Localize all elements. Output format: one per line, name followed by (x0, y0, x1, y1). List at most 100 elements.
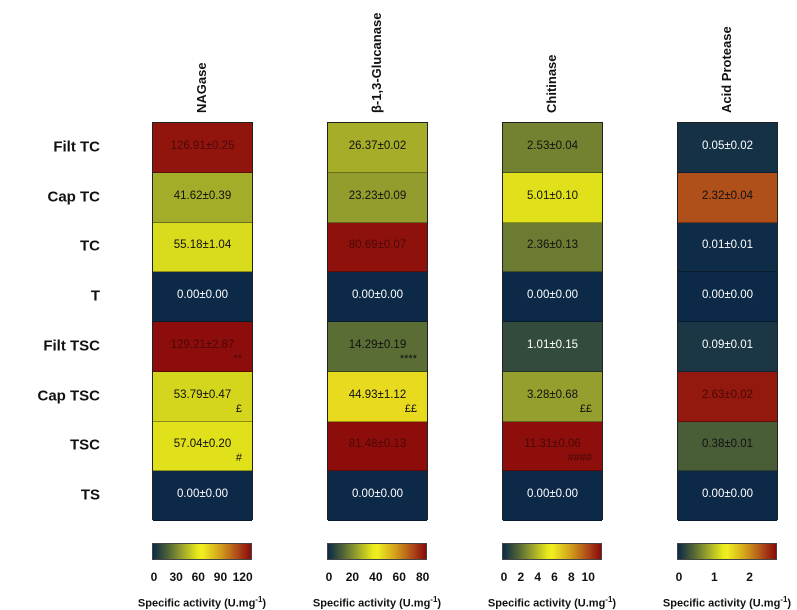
cell-value: 0.00±0.00 (351, 289, 404, 302)
colorbar-title-end: ) (787, 597, 792, 610)
cell-value: 2.53±0.04 (526, 139, 579, 152)
cell-value: 0.00±0.00 (526, 289, 579, 302)
heatmap-cell: 0.00±0.00 (153, 272, 252, 322)
column-header: β-1,3-Glucanase (369, 12, 384, 113)
colorbar-tick-label: 8 (568, 570, 575, 584)
heatmap-cell: 0.00±0.00 (503, 272, 602, 322)
heatmap-cell: 55.18±1.04 (153, 222, 252, 273)
heatmap-cell: 0.09±0.01 (678, 322, 777, 372)
colorbar (502, 543, 602, 560)
cell-value: 0.00±0.00 (176, 289, 229, 302)
row-label: Filt TSC (43, 337, 100, 355)
heatmap-cell: 0.00±0.00 (503, 471, 602, 521)
colorbar-tick-label: 80 (415, 570, 430, 584)
significance-mark: £ (235, 402, 242, 415)
heatmap-cell: 0.00±0.00 (328, 272, 427, 322)
cell-value: 0.00±0.00 (351, 488, 404, 501)
significance-mark: ££ (404, 402, 417, 415)
cell-value: 0.00±0.00 (701, 289, 754, 302)
heatmap-cell: 14.29±0.19 **** (328, 322, 427, 372)
heatmap-cell: 53.79±0.47 £ (153, 371, 252, 422)
colorbar-title-superscript: -1 (255, 595, 263, 604)
colorbar-tick-label: 0 (150, 570, 158, 584)
row-label: TS (80, 486, 100, 504)
colorbar-title: Specific activity (U.mg-1) (138, 595, 266, 610)
colorbar-tick-label: 30 (169, 570, 183, 584)
column-header: Chitinase (544, 54, 559, 113)
colorbar-tick-label: 60 (191, 570, 205, 584)
heatmap-cell: 0.05±0.02 (678, 123, 777, 173)
significance-mark: # (235, 452, 242, 465)
heatmap-cell: 26.37±0.02 (328, 123, 427, 173)
cell-value: 126.91±0.25 (170, 139, 235, 152)
cell-value: 0.38±0.01 (701, 438, 754, 451)
row-label: TC (80, 237, 100, 255)
cell-value: 0.00±0.00 (526, 488, 579, 501)
heatmap-cell: 11.31±0.06 #### (503, 421, 602, 472)
heatmap-panel--1-3-glucanase: 26.37±0.02 23.23±0.09 80.69±0.07 0.00±0.00 1… (327, 122, 428, 521)
heatmap-cell: 81.48±0.13 (328, 421, 427, 472)
significance-mark: ££ (579, 402, 592, 415)
heatmap-cell: 0.01±0.01 (678, 222, 777, 273)
colorbar-tick-label: 20 (345, 570, 360, 584)
colorbar-title-text: Specific activity (U.mg (312, 597, 431, 610)
colorbar-title: Specific activity (U.mg-1) (488, 595, 616, 610)
cell-value: 0.09±0.01 (701, 338, 754, 351)
heatmap-cell: 2.36±0.13 (503, 222, 602, 273)
cell-value: 23.23±0.09 (348, 189, 407, 202)
cell-value: 57.04±0.20 (173, 438, 232, 451)
heatmap-panel-nagase: 126.91±0.25 41.62±0.39 55.18±1.04 0.00±0.00… (152, 122, 253, 521)
cell-value: 2.32±0.04 (701, 189, 754, 202)
heatmap-cell: 0.00±0.00 (678, 272, 777, 322)
heatmap-cell: 44.93±1.12 ££ (328, 371, 427, 422)
cell-value: 41.62±0.39 (173, 189, 232, 202)
heatmap-cell: 129.21±2.87 ** (153, 322, 252, 372)
colorbar-title: Specific activity (U.mg-1) (313, 595, 441, 610)
colorbar-tick-label: 10 (581, 570, 595, 584)
colorbar-title-text: Specific activity (U.mg (487, 597, 606, 610)
significance-mark: ** (233, 352, 242, 365)
cell-value: 81.48±0.13 (348, 438, 407, 451)
colorbar-tick-label: 0 (675, 570, 683, 584)
heatmap-cell: 126.91±0.25 (153, 123, 252, 173)
heatmap-cell: 0.00±0.00 (153, 471, 252, 521)
colorbar-title-text: Specific activity (U.mg (662, 597, 781, 610)
cell-value: 11.31±0.06 (524, 438, 581, 451)
colorbar-tick-label: 6 (551, 570, 558, 584)
colorbar-title: Specific activity (U.mg-1) (663, 595, 791, 610)
cell-value: 80.69±0.07 (348, 239, 407, 252)
heatmap-cell: 5.01±0.10 (503, 172, 602, 223)
heatmap-cell: 2.53±0.04 (503, 123, 602, 173)
colorbar-title-superscript: -1 (780, 595, 788, 604)
row-label: Cap TC (47, 188, 101, 206)
cell-value: 2.36±0.13 (526, 239, 579, 252)
cell-value: 44.93±1.12 (348, 388, 407, 401)
cell-value: 129.21±2.87 (170, 338, 235, 351)
heatmap-cell: 41.62±0.39 (153, 172, 252, 223)
heatmap-cell: 0.38±0.01 (678, 421, 777, 472)
heatmap-panel-acid-protease: 0.05±0.02 2.32±0.04 0.01±0.01 0.00±0.00 0.09… (677, 122, 778, 521)
colorbar (327, 543, 427, 560)
colorbar-tick-label: 60 (392, 570, 406, 584)
cell-value: 26.37±0.02 (348, 139, 407, 152)
heatmap-cell: 2.63±0.02 (678, 371, 777, 422)
cell-value: 1.01±0.15 (526, 338, 579, 351)
cell-value: 5.01±0.10 (526, 189, 579, 202)
cell-value: 55.18±1.04 (173, 239, 232, 252)
heatmap-cell: 1.01±0.15 (503, 322, 602, 372)
colorbar (677, 543, 777, 560)
significance-mark: **** (399, 352, 417, 365)
heatmap-cell: 0.00±0.00 (678, 471, 777, 521)
column-header: Acid Protease (719, 26, 734, 113)
cell-value: 0.00±0.00 (176, 488, 229, 501)
heatmap-cell: 23.23±0.09 (328, 172, 427, 223)
heatmap-panel-chitinase: 2.53±0.04 5.01±0.10 2.36±0.13 0.00±0.00 1.01… (502, 122, 603, 521)
significance-mark: #### (567, 452, 592, 465)
colorbar-title-text: Specific activity (U.mg (137, 597, 256, 610)
heatmap-cell: 2.32±0.04 (678, 172, 777, 223)
colorbar-title-superscript: -1 (605, 595, 613, 604)
row-label: Cap TSC (37, 387, 100, 405)
colorbar-title-superscript: -1 (430, 595, 438, 604)
colorbar-tick-label: 90 (213, 570, 228, 584)
